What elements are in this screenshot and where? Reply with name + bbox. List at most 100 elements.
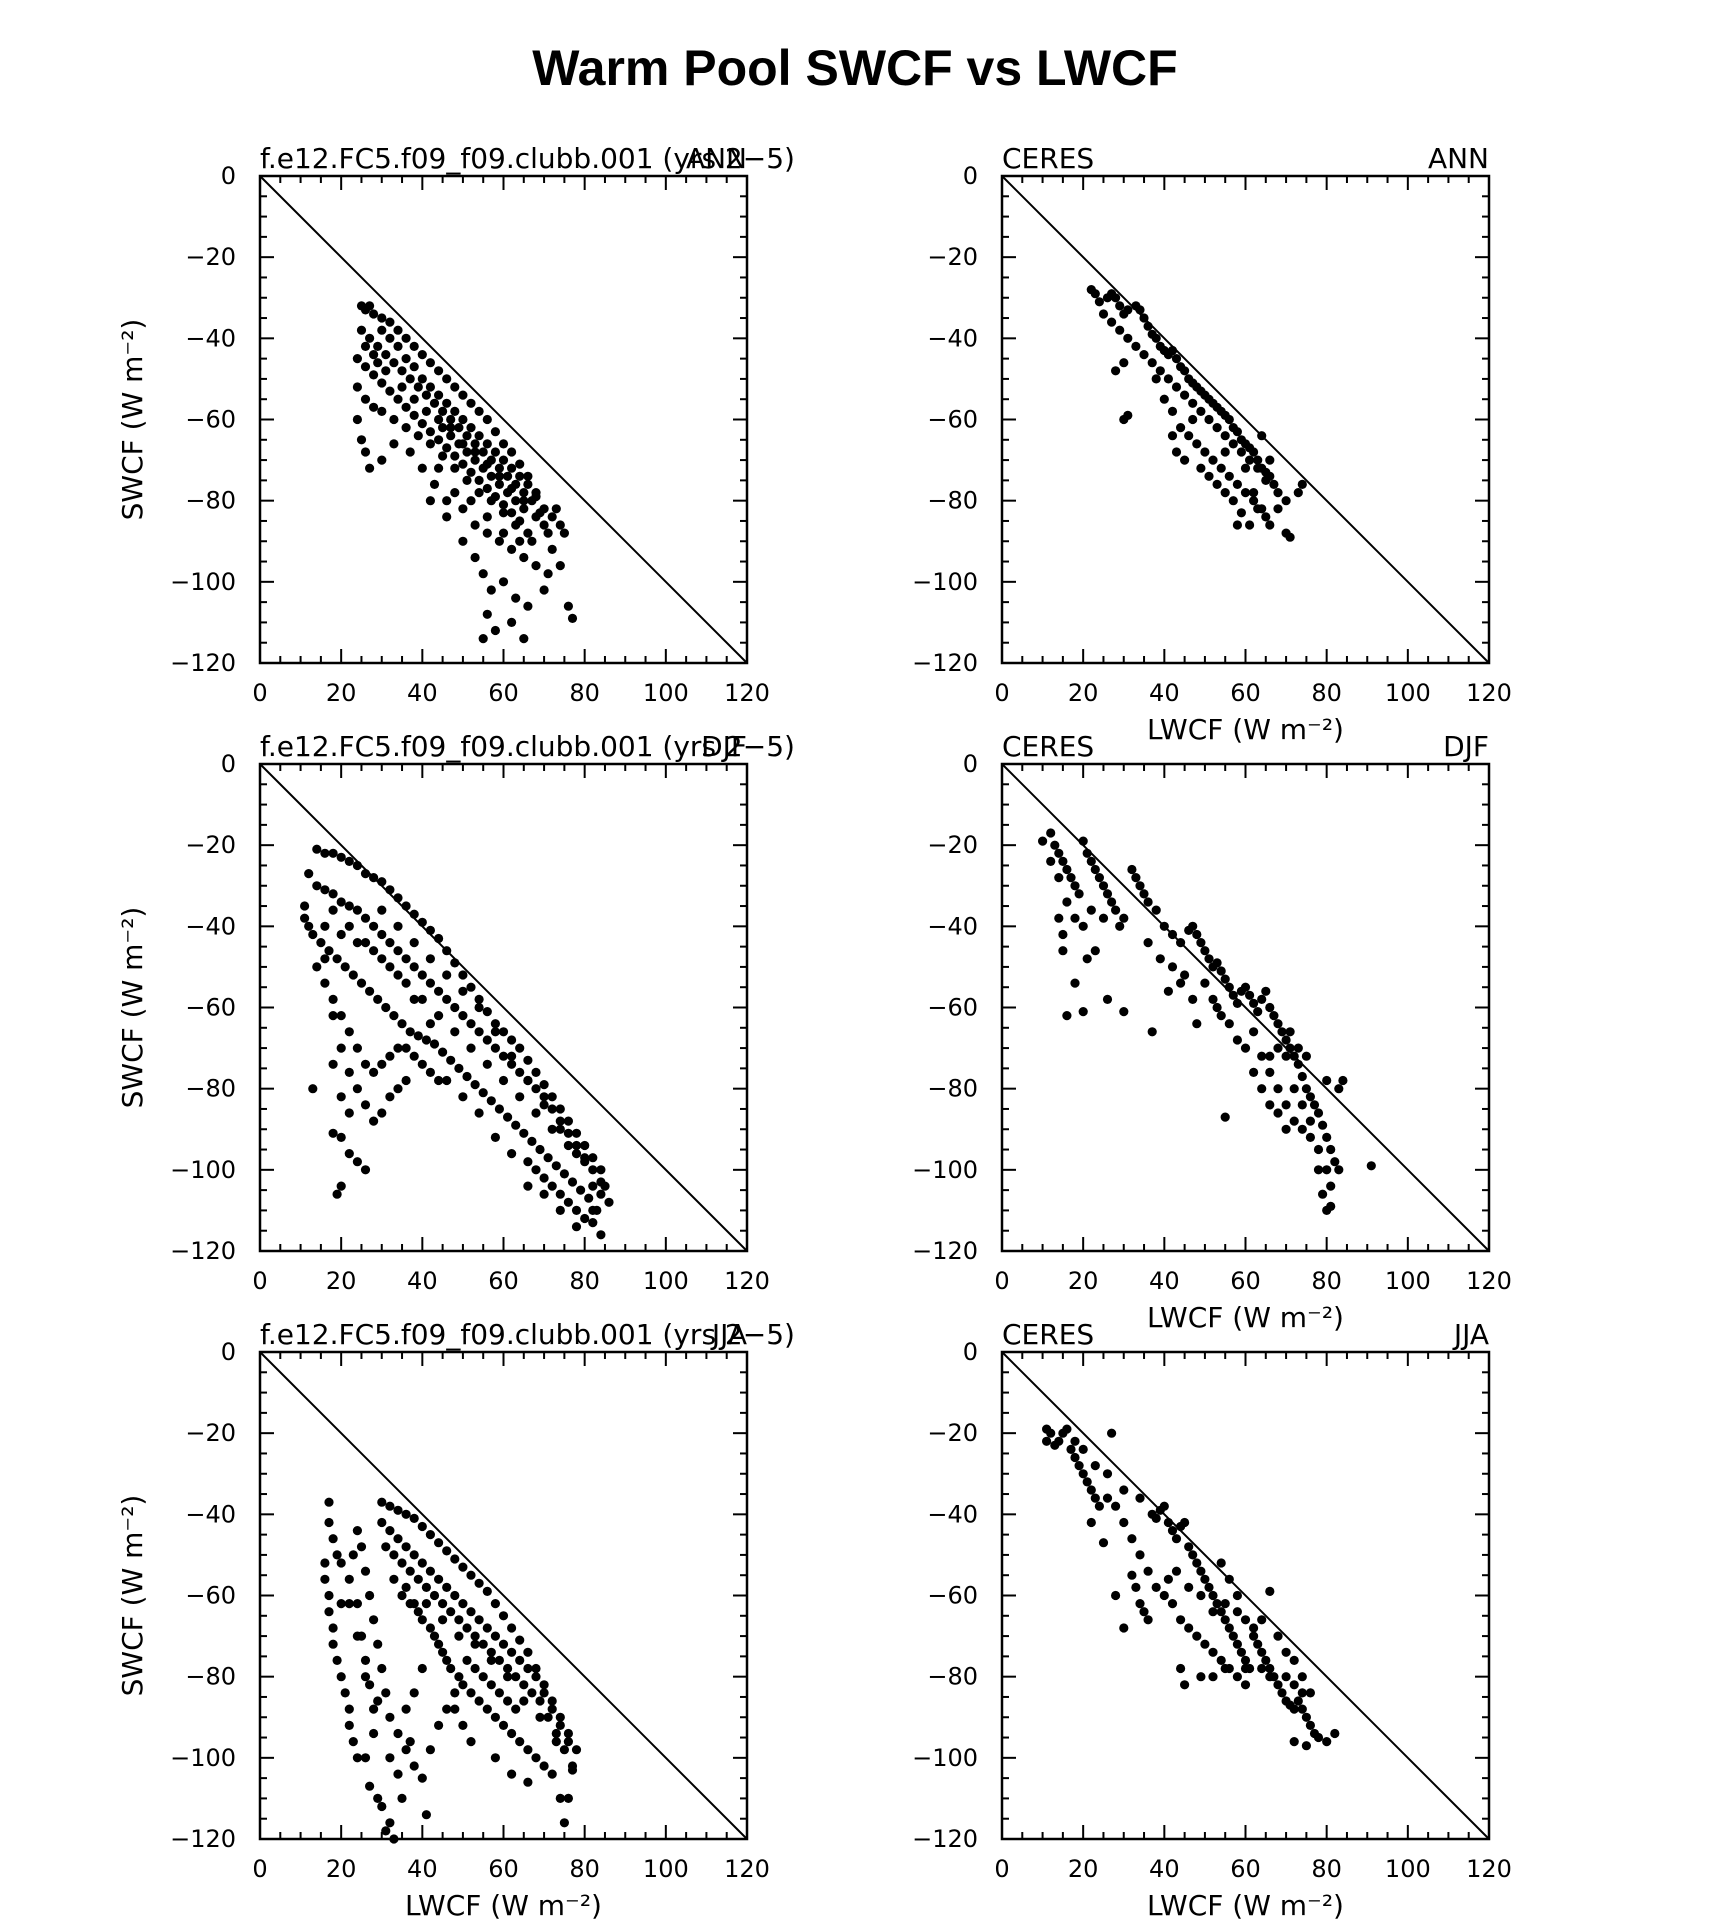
data-point [434,414,444,425]
data-point [551,1728,561,1739]
data-point [478,1639,488,1649]
data-point [498,439,509,449]
scatter-points [1042,1424,1340,1751]
data-point [498,508,509,518]
data-point [401,1509,411,1519]
data-point [348,970,358,980]
data-point [474,1615,484,1625]
x-tick-label: 0 [252,1855,267,1883]
data-point [434,1538,444,1548]
data-point [377,1059,387,1069]
data-point [365,1590,375,1601]
data-point [470,1080,480,1090]
data-point [328,1639,338,1649]
data-point [429,479,440,489]
x-axis-label: LWCF (W m⁻²) [1147,1889,1344,1922]
data-point [1184,1582,1194,1592]
data-point [535,1712,545,1722]
data-point [1074,889,1084,899]
data-point [442,496,452,506]
data-point [563,1793,574,1803]
data-point [482,1007,492,1017]
data-point [417,463,427,473]
x-tick-label: 100 [1385,1267,1431,1295]
y-tick-label: −60 [927,406,978,434]
data-point [1119,358,1129,368]
data-point [458,504,468,514]
data-point [438,1047,448,1057]
data-point [332,1550,342,1560]
data-point [405,447,415,457]
x-tick-label: 120 [1466,1267,1512,1295]
data-point [393,1534,403,1544]
panel-2: 0 20 40 60 80 100 120 0 −20 −40 −60 −80 −100 −120 CERE… [912,142,1512,746]
data-point [417,1663,427,1674]
data-point [336,1181,346,1191]
data-point [458,439,468,449]
data-point [1155,366,1165,376]
data-point [1102,889,1113,899]
data-point [1188,994,1198,1005]
x-tick-label: 40 [1149,679,1180,707]
data-point [1326,1181,1336,1191]
data-point [1326,1144,1336,1155]
data-point [389,1834,399,1844]
data-point [1293,488,1303,498]
data-point [1269,479,1279,489]
data-point [1297,1124,1307,1134]
data-point [462,447,472,457]
data-point [1249,488,1259,498]
data-point [417,1773,427,1783]
data-point [515,1655,525,1665]
data-point [515,1043,525,1053]
data-point [1208,1672,1218,1682]
data-point [434,390,444,400]
data-point [1196,1672,1206,1682]
data-point [312,881,322,891]
data-point [365,986,375,996]
y-axis-label: SWCF (W m⁻²) [116,1495,149,1697]
data-point [511,1704,521,1714]
data-point [527,536,537,546]
scatter-points [320,1497,582,1844]
data-point [486,1096,496,1106]
data-point [486,1647,496,1657]
data-point [551,1737,561,1747]
data-point [474,406,484,416]
data-point [369,1704,379,1714]
y-tick-label: −100 [912,1744,978,1772]
data-point [1058,946,1068,956]
data-point [389,1550,399,1560]
data-point [507,1728,517,1739]
data-point [1322,1165,1332,1175]
data-point [450,1688,460,1698]
data-point [324,1590,334,1601]
data-point [1135,1550,1145,1560]
data-point [377,1663,387,1674]
data-point [519,1696,529,1706]
y-tick-label: −80 [927,1075,978,1103]
data-point [543,528,553,538]
data-point [571,1745,582,1755]
data-point [571,1222,582,1232]
data-point [486,496,496,506]
data-point [401,978,411,988]
x-tick-label: 80 [569,1855,600,1883]
data-point [466,1043,476,1053]
data-point [1285,1043,1295,1053]
data-point [1305,1688,1315,1698]
data-point [352,1631,362,1641]
data-point [425,382,435,392]
data-point [478,634,488,644]
data-point [555,1205,565,1215]
data-point [1245,990,1255,1000]
data-point [360,447,371,457]
data-point [454,1631,464,1641]
data-point [571,1149,582,1159]
data-point [466,1688,476,1698]
data-point [421,1810,431,1820]
data-point [369,873,379,883]
data-point [523,1777,533,1787]
data-point [503,471,513,481]
data-point [1062,864,1072,875]
